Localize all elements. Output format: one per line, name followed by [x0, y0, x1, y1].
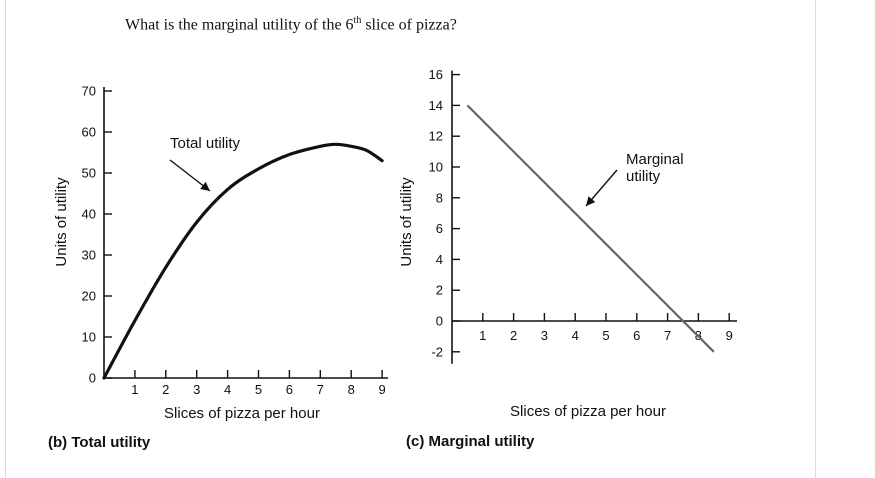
mu-x-axis-label: Slices of pizza per hour	[510, 403, 666, 420]
mu-x-tick-label: 5	[602, 328, 609, 343]
tu-y-tick-label: 20	[82, 289, 96, 304]
mu-x-tick-label: 1	[479, 328, 486, 343]
mu-series-line	[466, 104, 715, 353]
tu-x-tick-label: 7	[317, 382, 324, 397]
mu-x-tick-label: 7	[664, 328, 671, 343]
question-prefix: What is the marginal utility of the 6	[125, 16, 354, 34]
mu-annotation: Marginal utility	[626, 151, 684, 185]
mu-caption: (c) Marginal utility	[406, 433, 535, 450]
tu-y-tick-label: 60	[82, 125, 96, 140]
tu-y-tick-label: 0	[89, 371, 96, 386]
tu-y-axis-label: Units of utility	[53, 177, 70, 267]
mu-annotation-line: utility	[626, 168, 661, 185]
mu-y-tick-label: 16	[429, 67, 443, 82]
mu-y-tick-label: 4	[436, 252, 443, 267]
tu-x-tick-label: 6	[286, 382, 293, 397]
mu-y-tick-label: 14	[429, 98, 443, 113]
tu-x-tick-label: 1	[131, 382, 138, 397]
mu-y-tick-label: 6	[436, 221, 443, 236]
mu-x-tick-label: 6	[633, 328, 640, 343]
tu-x-tick-label: 2	[162, 382, 169, 397]
tu-caption: (b) Total utility	[48, 434, 151, 451]
tu-x-tick-label: 5	[255, 382, 262, 397]
mu-x-tick-label: 4	[572, 328, 579, 343]
mu-y-tick-label: 12	[429, 129, 443, 144]
mu-y-tick-label: 8	[436, 190, 443, 205]
mu-y-tick-label: 2	[436, 283, 443, 298]
mu-x-tick-label: 3	[541, 328, 548, 343]
mu-y-tick-label: 10	[429, 160, 443, 175]
question-text: What is the marginal utility of the 6th …	[125, 15, 457, 34]
tu-x-tick-label: 3	[193, 382, 200, 397]
tu-x-tick-label: 9	[378, 382, 385, 397]
mu-annotation-line: Marginal	[626, 151, 684, 168]
tu-series-line	[102, 142, 384, 380]
tu-y-tick-label: 50	[82, 166, 96, 181]
question-superscript: th	[353, 15, 362, 26]
mu-y-tick-label: 0	[436, 314, 443, 329]
page-border-left	[5, 0, 6, 478]
mu-x-tick-label: 9	[726, 328, 733, 343]
tu-y-tick-label: 30	[82, 248, 96, 263]
mu-y-tick-label: -2	[431, 344, 443, 359]
tu-x-tick-label: 8	[348, 382, 355, 397]
tu-annotation: Total utility	[170, 135, 241, 152]
tu-annotation-arrowhead	[200, 181, 210, 191]
mu-y-axis-label: Units of utility	[398, 177, 415, 267]
mu-x-tick-label: 2	[510, 328, 517, 343]
tu-y-tick-label: 40	[82, 207, 96, 222]
question-suffix: slice of pizza?	[361, 16, 457, 34]
tu-x-tick-label: 4	[224, 382, 231, 397]
page-border-right	[815, 0, 816, 478]
tu-x-axis-label: Slices of pizza per hour	[164, 405, 320, 422]
mu-annotation-arrowhead	[586, 196, 596, 206]
tu-y-tick-label: 70	[82, 84, 96, 99]
tu-y-tick-label: 10	[82, 330, 96, 345]
